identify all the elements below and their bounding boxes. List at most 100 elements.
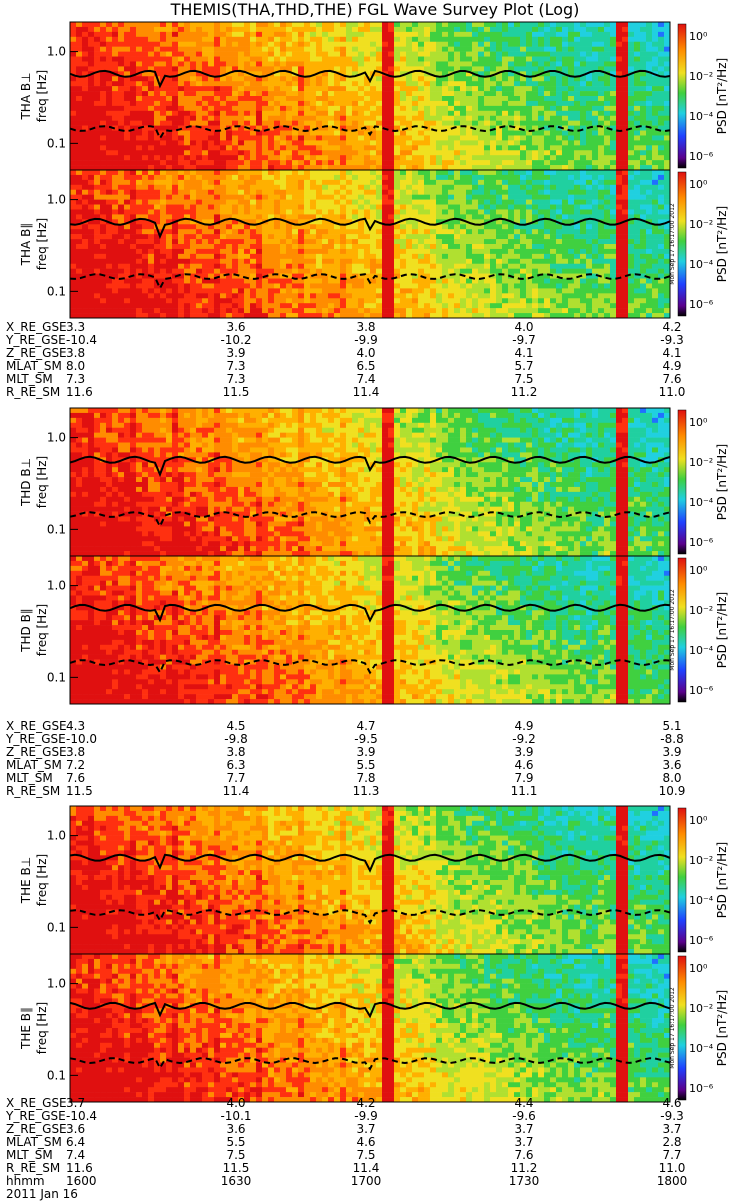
heatmap-cell xyxy=(412,209,418,214)
heatmap-cell xyxy=(304,308,310,313)
heatmap-cell xyxy=(364,298,370,303)
heatmap-cell xyxy=(544,121,550,126)
heatmap-cell xyxy=(196,57,202,62)
heatmap-cell xyxy=(274,145,280,150)
heatmap-cell xyxy=(76,22,82,27)
heatmap-cell xyxy=(628,86,634,91)
heatmap-cell xyxy=(154,101,160,106)
heatmap-cell xyxy=(304,32,310,37)
heatmap-cell xyxy=(190,205,196,210)
heatmap-cell xyxy=(130,96,136,101)
heatmap-cell xyxy=(76,214,82,219)
heatmap-cell xyxy=(334,52,340,57)
heatmap-cell xyxy=(280,303,286,308)
heatmap-cell xyxy=(394,254,400,259)
heatmap-cell xyxy=(358,259,364,264)
heatmap-cell xyxy=(148,259,154,264)
heatmap-cell xyxy=(112,229,118,234)
heatmap-cell xyxy=(412,249,418,254)
heatmap-cell xyxy=(202,27,208,32)
heatmap-cell xyxy=(478,155,484,160)
heatmap-cell xyxy=(652,160,658,165)
heatmap-cell xyxy=(250,160,256,165)
heatmap-cell xyxy=(448,200,454,205)
heatmap-cell xyxy=(388,170,394,175)
heatmap-cell xyxy=(172,303,178,308)
heatmap-cell xyxy=(370,308,376,313)
heatmap-cell xyxy=(430,140,436,145)
heatmap-cell xyxy=(124,81,130,86)
heatmap-cell xyxy=(244,86,250,91)
heatmap-cell xyxy=(280,22,286,27)
heatmap-cell xyxy=(352,52,358,57)
heatmap-cell xyxy=(190,175,196,180)
heatmap-cell xyxy=(472,32,478,37)
heatmap-cell xyxy=(460,32,466,37)
heatmap-cell xyxy=(388,195,394,200)
heatmap-cell xyxy=(454,185,460,190)
heatmap-cell xyxy=(142,190,148,195)
heatmap-cell xyxy=(364,61,370,66)
heatmap-cell xyxy=(82,269,88,274)
heatmap-cell xyxy=(352,91,358,96)
heatmap-cell xyxy=(604,22,610,27)
heatmap-cell xyxy=(274,86,280,91)
heatmap-cell xyxy=(358,264,364,269)
heatmap-cell xyxy=(184,160,190,165)
heatmap-cell xyxy=(160,244,166,249)
heatmap-cell xyxy=(292,308,298,313)
heatmap-cell xyxy=(466,61,472,66)
heatmap-cell xyxy=(430,121,436,126)
heatmap-cell xyxy=(436,190,442,195)
heatmap-cell xyxy=(286,106,292,111)
heatmap-cell xyxy=(88,52,94,57)
heatmap-cell xyxy=(646,27,652,32)
heatmap-cell xyxy=(106,195,112,200)
heatmap-cell xyxy=(226,303,232,308)
heatmap-cell xyxy=(424,32,430,37)
heatmap-cell xyxy=(142,140,148,145)
heatmap-cell xyxy=(148,160,154,165)
heatmap-cell xyxy=(166,293,172,298)
heatmap-cell xyxy=(370,96,376,101)
heatmap-cell xyxy=(502,150,508,155)
heatmap-cell xyxy=(412,57,418,62)
heatmap-cell xyxy=(136,91,142,96)
heatmap-cell xyxy=(160,259,166,264)
heatmap-cell xyxy=(88,116,94,121)
heatmap-cell xyxy=(346,27,352,32)
heatmap-cell xyxy=(232,269,238,274)
heatmap-cell xyxy=(346,185,352,190)
heatmap-cell xyxy=(88,185,94,190)
heatmap-cell xyxy=(304,155,310,160)
heatmap-cell xyxy=(178,229,184,234)
heatmap-cell xyxy=(640,121,646,126)
heatmap-cell xyxy=(592,96,598,101)
heatmap-cell xyxy=(574,111,580,116)
heatmap-cell xyxy=(610,66,616,71)
heatmap-cell xyxy=(448,185,454,190)
heatmap-cell xyxy=(76,111,82,116)
heatmap-cell xyxy=(562,150,568,155)
heatmap-cell xyxy=(406,190,412,195)
heatmap-cell xyxy=(514,101,520,106)
heatmap-cell xyxy=(322,116,328,121)
heatmap-cell xyxy=(388,244,394,249)
heatmap-cell xyxy=(400,61,406,66)
heatmap-cell xyxy=(454,200,460,205)
heatmap-cell xyxy=(580,52,586,57)
heatmap-cell xyxy=(442,66,448,71)
heatmap-cell xyxy=(346,96,352,101)
heatmap-cell xyxy=(142,135,148,140)
heatmap-cell xyxy=(592,42,598,47)
heatmap-cell xyxy=(562,121,568,126)
heatmap-cell xyxy=(256,303,262,308)
heatmap-cell xyxy=(154,170,160,175)
heatmap-cell xyxy=(208,229,214,234)
heatmap-cell xyxy=(232,135,238,140)
heatmap-cell xyxy=(256,195,262,200)
heatmap-cell xyxy=(172,293,178,298)
heatmap-cell xyxy=(166,200,172,205)
heatmap-cell xyxy=(610,116,616,121)
heatmap-cell xyxy=(406,150,412,155)
